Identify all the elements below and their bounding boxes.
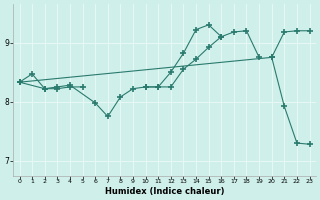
X-axis label: Humidex (Indice chaleur): Humidex (Indice chaleur) <box>105 187 224 196</box>
